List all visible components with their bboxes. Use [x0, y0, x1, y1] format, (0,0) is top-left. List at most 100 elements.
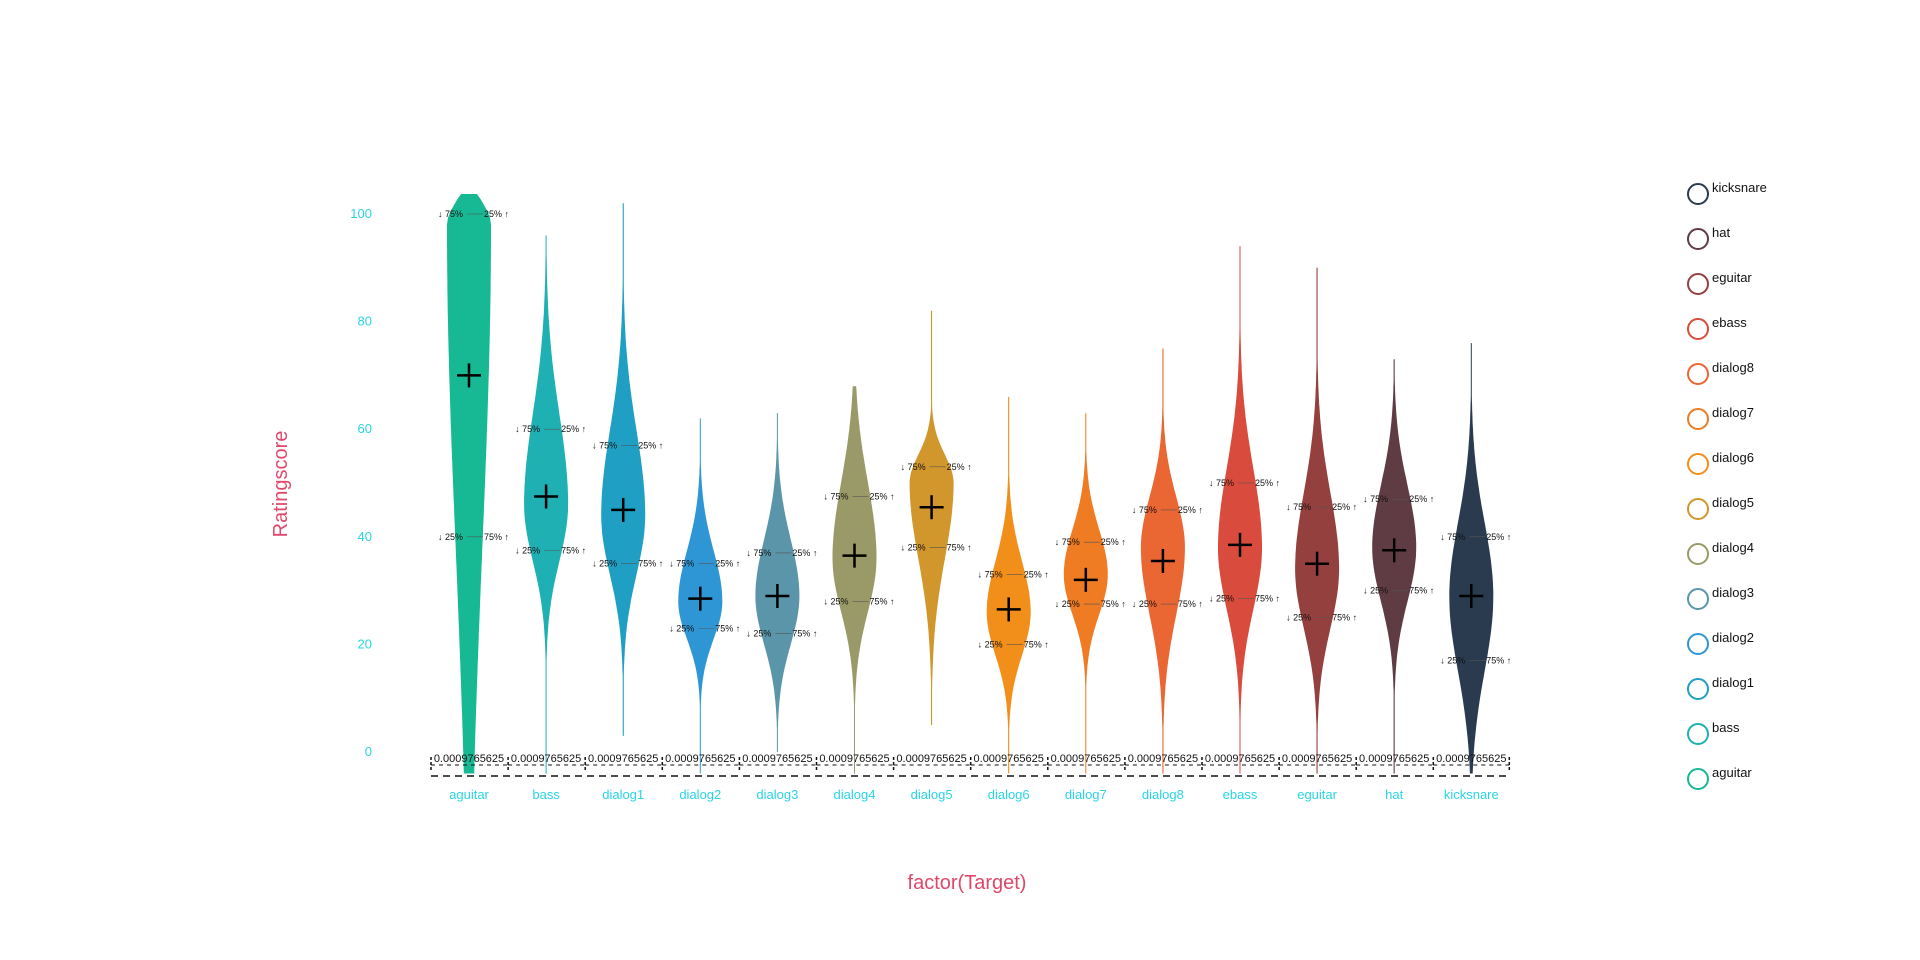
violin-dialog1: ↓ 75% 25% ↑ ↓ 25% 75% ↑	[592, 203, 663, 736]
legend-label: eguitar	[1712, 270, 1752, 285]
violins: ↓ 75% 25% ↑ ↓ 25% 75% ↑ ↓ 75% 25% ↑ ↓ 25% 75% ↑…	[438, 194, 1511, 774]
legend-item-ebass: ebass	[1687, 315, 1747, 340]
quantile-label: ↓ 75%	[901, 462, 926, 472]
legend-swatch	[1687, 408, 1709, 430]
quantile-label: 75% ↑	[947, 543, 972, 553]
quantile-label: ↓ 25%	[978, 639, 1003, 649]
baseline-value: 0.0009765625	[1128, 753, 1198, 765]
quantile-label: ↓ 25%	[1132, 599, 1157, 609]
x-tick-label: dialog5	[911, 787, 953, 802]
violin-bass: ↓ 75% 25% ↑ ↓ 25% 75% ↑	[515, 235, 586, 774]
quantile-label: 25% ↑	[1024, 569, 1049, 579]
violin-aguitar: ↓ 75% 25% ↑ ↓ 25% 75% ↑	[438, 194, 509, 774]
quantile-label: ↓ 75%	[592, 440, 617, 450]
baseline-value: 0.0009765625	[896, 753, 966, 765]
legend-item-dialog6: dialog6	[1687, 450, 1754, 475]
quantile-label: ↓ 25%	[1055, 599, 1080, 609]
quantile-label: 25% ↑	[484, 209, 509, 219]
quantile-label: ↓ 25%	[1440, 656, 1465, 666]
legend-item-bass: bass	[1687, 720, 1740, 745]
violin-dialog6: ↓ 75% 25% ↑ ↓ 25% 75% ↑	[978, 396, 1049, 774]
violin-body	[832, 386, 877, 774]
legend-swatch	[1687, 588, 1709, 610]
quantile-label: 75% ↑	[1178, 599, 1203, 609]
violin-dialog2: ↓ 75% 25% ↑ ↓ 25% 75% ↑	[669, 418, 740, 774]
legend-label: dialog5	[1712, 495, 1754, 510]
x-tick-label: dialog6	[988, 787, 1030, 802]
legend-label: dialog3	[1712, 585, 1754, 600]
legend-label: dialog8	[1712, 360, 1754, 375]
quantile-label: ↓ 75%	[515, 424, 540, 434]
baseline-value: 0.0009765625	[742, 753, 812, 765]
quantile-label: ↓ 75%	[978, 569, 1003, 579]
y-axis-title: Ratingscore	[270, 431, 292, 538]
baseline-row: 0.0009765625 0.0009765625 0.0009765625 0.00…	[430, 753, 1511, 777]
legend-item-dialog8: dialog8	[1687, 360, 1754, 385]
y-tick-label: 0	[365, 744, 372, 759]
legend-swatch	[1687, 543, 1709, 565]
quantile-label: 25% ↑	[561, 424, 586, 434]
legend-label: ebass	[1712, 315, 1747, 330]
baseline-value: 0.0009765625	[1359, 753, 1429, 765]
legend-item-dialog3: dialog3	[1687, 585, 1754, 610]
quantile-label: ↓ 25%	[592, 559, 617, 569]
legend-label: dialog4	[1712, 540, 1754, 555]
legend-swatch	[1687, 723, 1709, 745]
violin-eguitar: ↓ 75% 25% ↑ ↓ 25% 75% ↑	[1286, 267, 1357, 774]
quantile-label: ↓ 75%	[1363, 494, 1388, 504]
quantile-label: 25% ↑	[1409, 494, 1434, 504]
legend-item-dialog4: dialog4	[1687, 540, 1754, 565]
violin-ebass: ↓ 75% 25% ↑ ↓ 25% 75% ↑	[1209, 246, 1280, 774]
x-tick-label: ebass	[1223, 787, 1258, 802]
legend-swatch	[1687, 273, 1709, 295]
violin-dialog8: ↓ 75% 25% ↑ ↓ 25% 75% ↑	[1132, 348, 1203, 774]
violin-dialog4: ↓ 75% 25% ↑ ↓ 25% 75% ↑	[823, 386, 895, 774]
quantile-label: 25% ↑	[638, 440, 663, 450]
baseline-value: 0.0009765625	[819, 753, 889, 765]
quantile-label: ↓ 75%	[1132, 505, 1157, 515]
legend-item-dialog2: dialog2	[1687, 630, 1754, 655]
legend-swatch	[1687, 363, 1709, 385]
x-tick-label: kicksnare	[1444, 787, 1499, 802]
legend-item-dialog7: dialog7	[1687, 405, 1754, 430]
quantile-label: ↓ 75%	[823, 491, 848, 501]
baseline-value: 0.0009765625	[434, 753, 504, 765]
x-tick-label: dialog2	[679, 787, 721, 802]
legend-label: bass	[1712, 720, 1740, 735]
baseline-value: 0.0009765625	[1051, 753, 1121, 765]
violin-hat: ↓ 75% 25% ↑ ↓ 25% 75% ↑	[1363, 359, 1434, 774]
legend-item-dialog5: dialog5	[1687, 495, 1754, 520]
violin-body	[601, 203, 646, 736]
violin-dialog7: ↓ 75% 25% ↑ ↓ 25% 75% ↑	[1055, 413, 1126, 774]
quantile-label: 75% ↑	[1255, 594, 1280, 604]
legend-swatch	[1687, 453, 1709, 475]
violin-body	[1449, 343, 1494, 774]
x-tick-label: dialog1	[602, 787, 644, 802]
quantile-label: 25% ↑	[947, 462, 972, 472]
quantile-label: ↓ 25%	[438, 532, 463, 542]
x-tick-label: bass	[532, 787, 560, 802]
quantile-label: ↓ 25%	[1209, 594, 1234, 604]
quantile-label: 75% ↑	[1332, 613, 1357, 623]
quantile-label: 75% ↑	[792, 629, 817, 639]
x-axis-ticks: aguitar bass dialog1 dialog2 dialog3 dialog4 d…	[449, 787, 1499, 802]
legend-label: dialog1	[1712, 675, 1754, 690]
legend-label: dialog7	[1712, 405, 1754, 420]
y-tick-label: 60	[358, 421, 372, 436]
quantile-label: ↓ 75%	[669, 559, 694, 569]
legend-item-kicksnare: kicksnare	[1687, 180, 1767, 205]
violin-kicksnare: ↓ 75% 25% ↑ ↓ 25% 75% ↑	[1440, 343, 1511, 774]
baseline-value: 0.0009765625	[974, 753, 1044, 765]
legend-label: dialog6	[1712, 450, 1754, 465]
x-axis-title: factor(Target)	[908, 872, 1027, 894]
legend-swatch	[1687, 678, 1709, 700]
y-axis-ticks: 0 20 40 60 80 100	[350, 206, 372, 759]
quantile-label: ↓ 75%	[1209, 478, 1234, 488]
violin-body	[1218, 246, 1262, 774]
quantile-label: 25% ↑	[1101, 537, 1126, 547]
y-tick-label: 40	[358, 529, 372, 544]
legend-swatch	[1687, 183, 1709, 205]
y-tick-label: 100	[350, 206, 372, 221]
legend: kicksnare hat eguitar ebass dialog8 dialog7 di…	[1687, 180, 1767, 790]
quantile-label: 25% ↑	[1255, 478, 1280, 488]
